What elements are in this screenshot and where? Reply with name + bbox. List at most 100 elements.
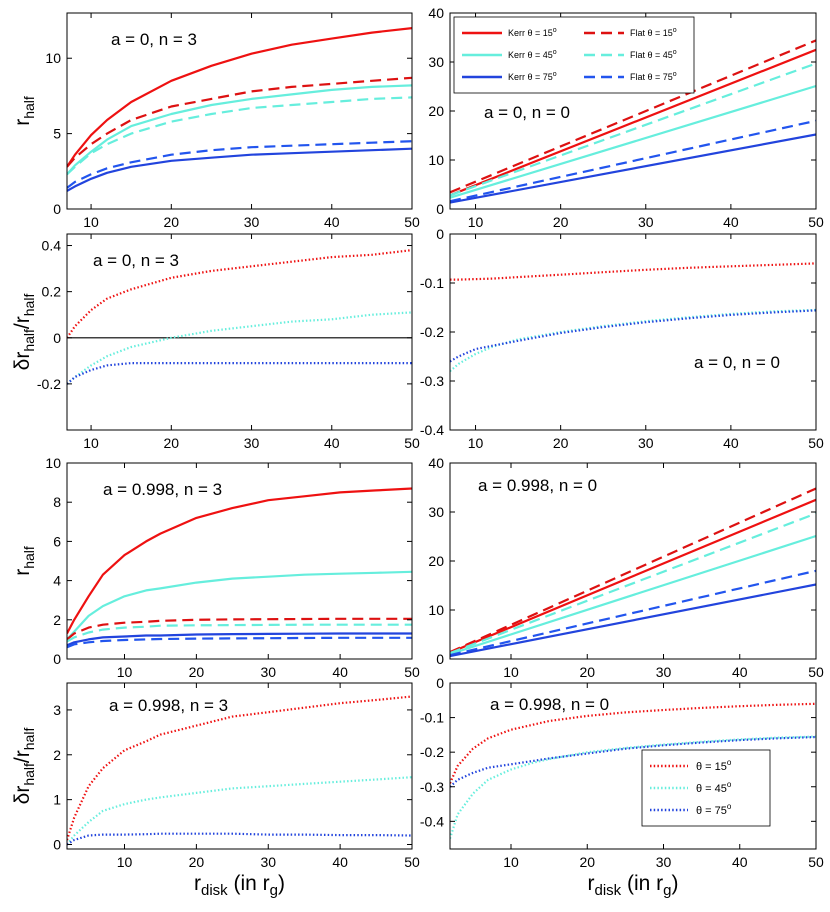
x-axis-label: rdisk (in rg) (587, 872, 678, 899)
panel-p2: 10 20 30 40 50 0 10 20 30 40 a = 0, n = 0 Kerr θ = … (428, 5, 824, 230)
series-line-θ = 15° (67, 695, 412, 841)
series-group (450, 487, 816, 658)
legend-label: θ = 45o (696, 780, 732, 795)
series-line-Flat θ = 15° (450, 39, 816, 194)
series-line-Kerr θ = 75° (67, 632, 412, 647)
y-tick-label: 40 (428, 5, 444, 21)
y-axis-label: rhalf (11, 546, 37, 576)
plot-frame (66, 462, 413, 660)
y-tick-label: 3 (53, 702, 61, 718)
x-tick-label: 20 (579, 854, 595, 870)
series-line-Kerr θ = 75° (450, 583, 816, 658)
series-line-θ = 75° (450, 735, 816, 788)
x-tick-label: 40 (723, 214, 739, 230)
x-tick-label: 10 (468, 435, 484, 451)
plot-area (67, 683, 412, 849)
panel-annotation: a = 0, n = 3 (111, 30, 197, 49)
x-tick-label: 50 (808, 664, 824, 680)
y-tick-label: 0 (53, 330, 61, 346)
x-tick-label: 40 (723, 435, 739, 451)
series-group (67, 27, 412, 192)
y-tick-label: -0.2 (420, 744, 444, 760)
series-group (450, 262, 816, 373)
y-tick-label: -0.2 (420, 324, 444, 340)
plot-area (67, 463, 412, 659)
x-tick-label: 50 (808, 214, 824, 230)
series-group (67, 249, 412, 385)
panel-annotation: a = 0, n = 3 (93, 251, 179, 270)
legend-label: Kerr θ = 15o (508, 27, 557, 38)
y-tick-label: -0.4 (420, 813, 444, 829)
y-axis-label: rhalf (11, 96, 37, 126)
y-tick-label: 0 (436, 651, 444, 667)
x-tick-label: 30 (638, 214, 654, 230)
x-tick-label: 10 (117, 854, 133, 870)
y-tick-label: 0 (436, 201, 444, 217)
series-line-Kerr θ = 15° (450, 498, 816, 654)
y-tick-label: 2 (53, 612, 61, 628)
x-tick-label: 30 (638, 435, 654, 451)
plot-frame (66, 682, 413, 850)
series-line-θ = 15° (67, 249, 412, 339)
series-group (67, 487, 412, 649)
plot-frame (66, 12, 413, 210)
y-tick-label: 10 (45, 455, 61, 471)
x-tick-label: 50 (404, 435, 420, 451)
x-tick-label: 30 (656, 664, 672, 680)
series-line-θ = 45° (450, 735, 816, 839)
series-line-Flat θ = 75° (67, 636, 412, 649)
series-line-θ = 45° (450, 308, 816, 373)
series-line-Kerr θ = 15° (450, 48, 816, 197)
plot-frame (66, 233, 413, 431)
x-tick-label: 50 (404, 854, 420, 870)
y-tick-label: -0.3 (420, 373, 444, 389)
y-tick-label: 1 (53, 792, 61, 808)
y-tick-label: 20 (428, 103, 444, 119)
legend-label: Kerr θ = 75o (508, 71, 557, 82)
x-tick-label: 30 (260, 664, 276, 680)
y-tick-label: 0.4 (42, 238, 62, 254)
series-line-Flat θ = 15° (67, 76, 412, 168)
series-line-Kerr θ = 15° (67, 27, 412, 168)
y-tick-label: 10 (428, 602, 444, 618)
legend: Kerr θ = 15o Flat θ = 15o Kerr θ = 45o Flat… (453, 16, 695, 94)
x-tick-label: 40 (324, 435, 340, 451)
legend-label: Kerr θ = 45o (508, 49, 557, 60)
x-tick-label: 20 (164, 435, 180, 451)
x-tick-label: 10 (83, 214, 99, 230)
x-tick-label: 10 (503, 664, 519, 680)
series-line-Flat θ = 45° (450, 62, 816, 197)
panel-p4: 10 20 30 40 50 -0.4 -0.3 -0.2 -0.1 0 a = 0, n = 0 (420, 226, 824, 451)
plot-area (450, 234, 816, 430)
y-tick-label: 0 (53, 201, 61, 217)
series-line-θ = 75° (450, 309, 816, 363)
y-tick-label: 4 (53, 573, 61, 589)
y-tick-label: 0 (53, 837, 61, 853)
series-line-Flat θ = 15° (67, 617, 412, 641)
panel-p8: 10 20 30 40 50 -0.4 -0.3 -0.2 -0.1 0 a = 0.998, n … (420, 675, 824, 870)
y-tick-label: 10 (45, 50, 61, 66)
x-tick-label: 30 (244, 435, 260, 451)
series-line-Flat θ = 45° (67, 623, 412, 643)
y-axis-label: δrhalf/rhalf (11, 294, 37, 371)
y-tick-label: -0.2 (37, 376, 61, 392)
y-tick-label: 10 (428, 152, 444, 168)
panel-p7: 10 20 30 40 50 0 1 2 3 a = 0.998, n = 3 δrhalf/rha… (11, 682, 420, 870)
panel-annotation: a = 0.998, n = 3 (109, 696, 228, 715)
y-tick-label: 30 (428, 54, 444, 70)
series-line-Kerr θ = 15° (67, 487, 412, 635)
y-tick-label: 5 (53, 126, 61, 142)
series-line-Flat θ = 45° (67, 96, 412, 176)
y-tick-label: 0.2 (42, 284, 62, 300)
x-tick-label: 30 (656, 854, 672, 870)
series-line-Kerr θ = 75° (450, 133, 816, 204)
x-tick-label: 20 (189, 854, 205, 870)
series-line-θ = 15° (450, 262, 816, 281)
series-line-θ = 45° (67, 311, 412, 385)
y-axis-label: δrhalf/rhalf (11, 728, 37, 805)
legend-label: θ = 75o (696, 802, 732, 817)
x-tick-label: 40 (332, 854, 348, 870)
y-tick-label: 2 (53, 747, 61, 763)
series-line-Flat θ = 75° (450, 569, 816, 657)
